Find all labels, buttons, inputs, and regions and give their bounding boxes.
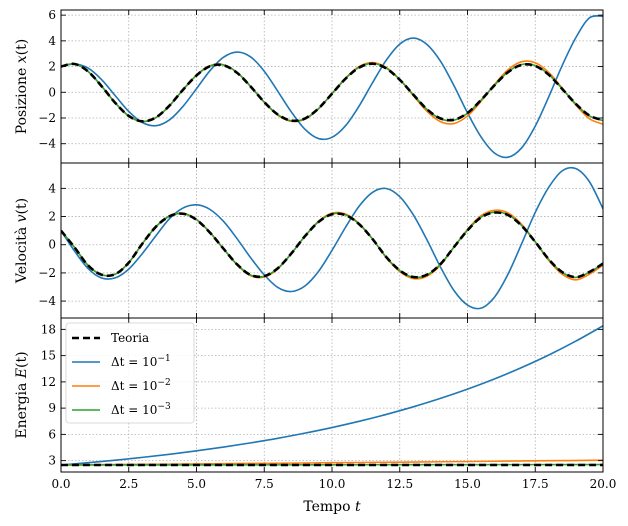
grid	[60, 163, 604, 318]
x-tick-label: 10.0	[319, 477, 346, 491]
y-tick-label: 2	[48, 210, 56, 224]
y-tick-label: 4	[48, 34, 56, 48]
y-axis-label: Posizione x(t)	[14, 39, 30, 134]
y-axis-label: Energia E(t)	[14, 351, 30, 438]
series-line-theory	[61, 62, 603, 123]
y-axis-label-text: Posizione	[14, 63, 30, 134]
y-tick-label: 9	[48, 401, 56, 415]
x-tick-label: 15.0	[454, 477, 481, 491]
x-axis-label-text: Tempo	[303, 499, 355, 515]
legend-label-dt2: Δt = 10−2	[111, 378, 171, 393]
series-line-dt1	[61, 15, 603, 159]
series-group	[61, 15, 603, 159]
legend-label-dt3: Δt = 10−3	[111, 402, 171, 417]
x-axis-label-var: t	[355, 499, 361, 515]
x-axis-label: Tempo t	[303, 499, 361, 515]
legend-label-text: Δt = 10	[111, 379, 157, 393]
series-line-dt1	[61, 325, 603, 466]
y-axis-label-text: Velocità	[13, 222, 30, 284]
y-tick-label: −4	[38, 137, 56, 151]
ticks: −4 −2 0 2 4 6	[38, 8, 604, 163]
legend-label-text: Δt = 10	[111, 403, 157, 417]
panel-3: 3 6 9 12 15 18 0.0 2.5 5.0 7.5 10.0 12.5 15.0 17.5 20.…	[14, 317, 617, 515]
y-axis-label-text: Energia	[14, 378, 30, 438]
y-tick-label: −2	[38, 266, 56, 280]
legend-label-sup: −3	[157, 402, 171, 412]
legend-label-sup: −1	[157, 354, 170, 364]
y-tick-label: 2	[48, 60, 56, 74]
y-tick-label: 3	[48, 454, 56, 468]
x-tick-label: 2.5	[119, 477, 138, 491]
x-tick-label: 0.0	[51, 477, 70, 491]
y-axis-label-var: E	[14, 368, 30, 379]
grid	[60, 10, 604, 163]
legend-label-text: Δt = 10	[111, 355, 157, 369]
y-axis-label-var: v	[14, 214, 30, 222]
y-tick-label: −2	[38, 111, 56, 125]
x-tick-label: 17.5	[522, 477, 549, 491]
y-axis-label-arg: (t)	[14, 198, 30, 215]
y-tick-label: −4	[38, 294, 56, 308]
legend-box	[65, 322, 195, 424]
panel-2: −4 −2 0 2 4 Velocità v(t)	[13, 162, 604, 319]
y-tick-label: 18	[41, 322, 56, 336]
y-tick-label: 12	[41, 375, 56, 389]
y-axis-label-arg: (t)	[14, 351, 30, 368]
y-tick-label: 4	[48, 181, 56, 195]
y-axis-label: Velocità v(t)	[13, 198, 30, 284]
x-tick-label: 7.5	[255, 477, 274, 491]
ticks: −4 −2 0 2 4	[38, 163, 604, 318]
x-tick-label: 5.0	[187, 477, 206, 491]
legend-label-text: Teoria	[111, 331, 149, 345]
x-tick-label: 20.0	[590, 477, 617, 491]
y-tick-label: 0	[48, 238, 56, 252]
y-axis-label-var: x	[14, 55, 30, 63]
series-line-dt1	[61, 166, 603, 310]
x-tick-label: 12.5	[386, 477, 413, 491]
legend-label-sup: −2	[157, 378, 170, 388]
y-tick-label: 6	[48, 8, 56, 22]
y-tick-label: 15	[41, 349, 56, 363]
panel-1: −4 −2 0 2 4 6 Posizione x(t)	[14, 8, 604, 164]
series-group	[61, 325, 603, 467]
y-tick-label: 0	[48, 85, 56, 99]
series-line-theory	[61, 211, 603, 279]
ticks: 3 6 9 12 15 18 0.0 2.5 5.0 7.5 10.0 12.5 15.0 17.5 20.…	[41, 318, 617, 491]
series-group	[61, 166, 603, 310]
y-axis-label-arg: (t)	[14, 39, 30, 56]
legend-label-theory: Teoria	[111, 331, 149, 345]
legend-label-dt1: Δt = 10−1	[111, 354, 171, 369]
y-tick-label: 6	[48, 427, 56, 441]
